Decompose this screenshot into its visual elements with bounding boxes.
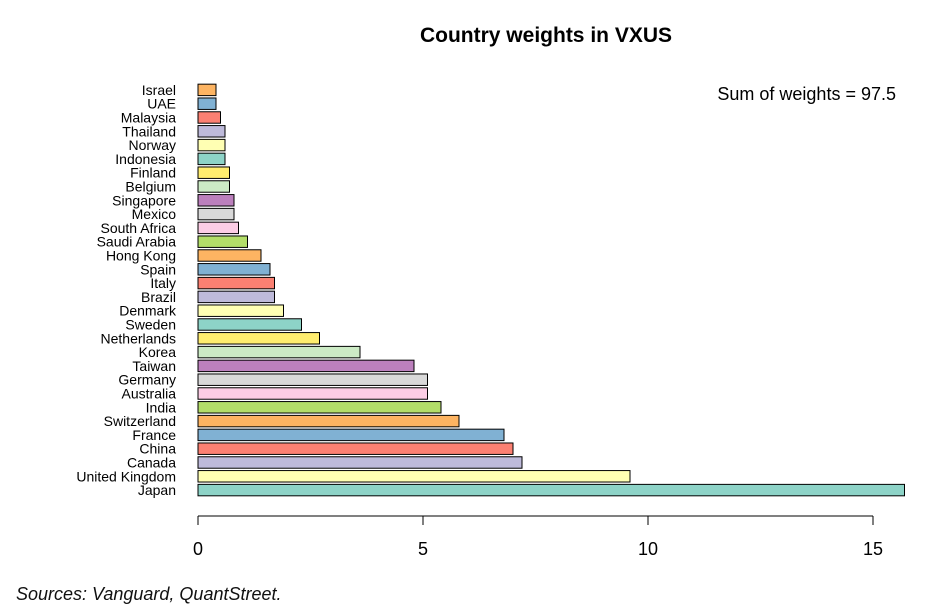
category-label: Finland — [130, 165, 176, 181]
bars-group — [197, 83, 905, 497]
bar-united-kingdom — [197, 470, 631, 483]
category-label: Saudi Arabia — [97, 234, 177, 250]
category-label: Mexico — [132, 206, 177, 222]
bar-netherlands — [197, 332, 320, 345]
category-label: Taiwan — [132, 358, 176, 374]
bar-india — [197, 401, 442, 414]
category-label: Spain — [140, 261, 176, 277]
category-label: Thailand — [122, 123, 176, 139]
x-tick-label: 5 — [418, 539, 428, 559]
category-label: UAE — [147, 96, 176, 112]
category-label: Italy — [150, 275, 176, 291]
category-label: Singapore — [112, 192, 176, 208]
category-label: Hong Kong — [106, 248, 176, 264]
category-label: Canada — [127, 455, 176, 471]
category-label: India — [146, 399, 177, 415]
bar-germany — [197, 373, 428, 386]
bar-sweden — [197, 318, 302, 331]
category-label: South Africa — [101, 220, 177, 236]
bar-france — [197, 428, 505, 442]
bar-indonesia — [197, 152, 226, 166]
x-axis: 0 5 10 15 — [193, 515, 883, 559]
bar-mexico — [197, 207, 235, 221]
category-label: Norway — [129, 137, 176, 153]
bar-denmark — [197, 304, 284, 317]
bar-switzerland — [197, 414, 460, 428]
x-tick-label: 15 — [863, 539, 883, 559]
category-label: Denmark — [119, 303, 177, 319]
x-tick-label: 10 — [638, 539, 658, 559]
bar-belgium — [197, 180, 230, 193]
category-label: Netherlands — [101, 330, 177, 346]
bar-canada — [197, 456, 523, 469]
category-label: Germany — [118, 372, 176, 388]
category-label: Belgium — [125, 179, 176, 195]
category-label: Switzerland — [104, 413, 176, 429]
bar-israel — [197, 83, 217, 97]
category-label: China — [139, 441, 176, 457]
category-label: Israel — [142, 82, 176, 98]
category-label: Sweden — [125, 317, 176, 333]
category-label: Australia — [122, 386, 177, 402]
bar-italy — [197, 276, 275, 290]
category-label: Brazil — [141, 289, 176, 305]
source-note: Sources: Vanguard, QuantStreet. — [16, 584, 282, 604]
bar-saudi-arabia — [197, 235, 248, 248]
bar-spain — [197, 263, 271, 276]
x-tick-label: 0 — [193, 539, 203, 559]
bar-australia — [197, 387, 428, 400]
category-label: Malaysia — [121, 110, 176, 126]
bar-thailand — [197, 125, 226, 138]
bar-brazil — [197, 290, 275, 304]
bar-taiwan — [197, 359, 415, 373]
category-label: Japan — [138, 482, 176, 498]
category-label: Indonesia — [115, 151, 176, 167]
bar-norway — [197, 138, 226, 152]
bar-korea — [197, 345, 361, 359]
category-label: France — [132, 427, 176, 443]
bar-uae — [197, 97, 217, 110]
bar-finland — [197, 166, 230, 179]
category-label: United Kingdom — [76, 468, 176, 484]
bar-south-africa — [197, 221, 239, 235]
bar-chart: Country weights in VXUS Sum of weights =… — [76, 24, 905, 559]
bar-japan — [197, 483, 905, 497]
bar-china — [197, 442, 514, 455]
category-label: Korea — [139, 344, 177, 360]
bar-singapore — [197, 194, 235, 207]
chart-title: Country weights in VXUS — [420, 24, 672, 47]
bar-hong-kong — [197, 249, 262, 262]
sum-annotation: Sum of weights = 97.5 — [717, 84, 896, 104]
bar-malaysia — [197, 111, 221, 124]
